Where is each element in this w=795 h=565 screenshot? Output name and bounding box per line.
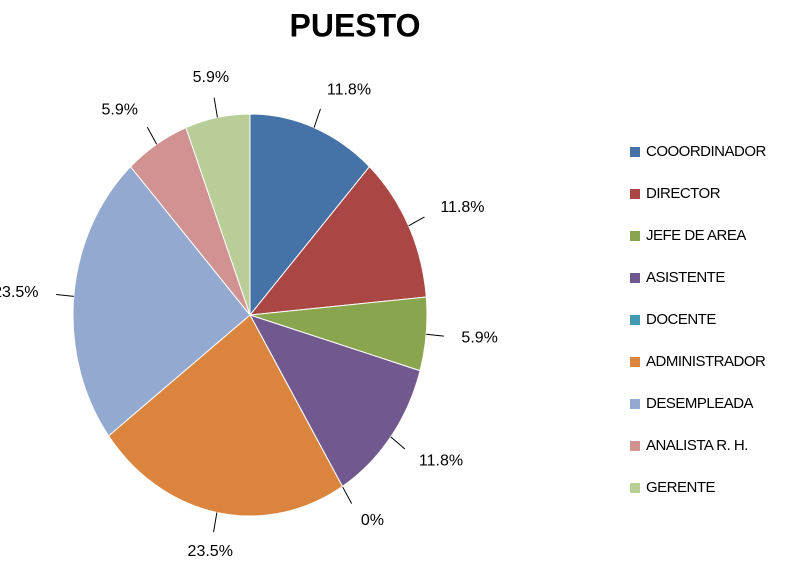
pie-slice xyxy=(248,165,427,316)
leader-line xyxy=(146,126,158,145)
chart-title: PUESTO xyxy=(290,7,421,43)
leader-line xyxy=(213,512,218,533)
legend-label: ASISTENTE xyxy=(646,269,725,286)
data-label: 23.5% xyxy=(188,543,233,560)
leader-line xyxy=(390,436,406,450)
legend-swatch xyxy=(630,441,640,451)
legend-label: GERENTE xyxy=(646,479,716,496)
legend-label: COOORDINADOR xyxy=(646,143,767,160)
data-label: 23.5% xyxy=(0,284,39,301)
leader-line xyxy=(56,294,74,297)
legend-swatch xyxy=(630,147,640,157)
leader-line xyxy=(408,216,425,227)
leader-line xyxy=(313,108,321,128)
legend-swatch xyxy=(630,189,640,199)
data-label: 11.8% xyxy=(419,452,463,469)
legend-label: ANALISTA R. H. xyxy=(646,437,748,454)
data-label: 5.9% xyxy=(461,329,497,346)
legend-label: DIRECTOR xyxy=(646,185,721,202)
legend-swatch xyxy=(630,357,640,367)
pie-slice xyxy=(249,113,371,317)
data-label: 11.8% xyxy=(440,199,484,216)
legend-swatch xyxy=(630,399,640,409)
legend-label: DESEMPLEADA xyxy=(646,395,754,412)
legend-swatch xyxy=(630,315,640,325)
leader-line xyxy=(341,486,353,504)
data-label: 5.9% xyxy=(193,69,229,86)
legend-label: DOCENTE xyxy=(646,311,716,328)
legend-label: JEFE DE AREA xyxy=(646,227,746,244)
legend-swatch xyxy=(630,231,640,241)
leader-line xyxy=(426,333,444,337)
pie-slice xyxy=(185,113,251,316)
data-label: 0% xyxy=(361,512,384,529)
legend-swatch xyxy=(630,273,640,283)
legend-label: ADMINISTRADOR xyxy=(646,353,766,370)
data-label: 11.8% xyxy=(327,81,371,98)
data-label: 5.9% xyxy=(102,101,138,118)
pie-slice xyxy=(248,314,421,488)
legend-swatch xyxy=(630,483,640,493)
leader-line xyxy=(213,97,218,118)
pie-slice xyxy=(107,314,344,517)
